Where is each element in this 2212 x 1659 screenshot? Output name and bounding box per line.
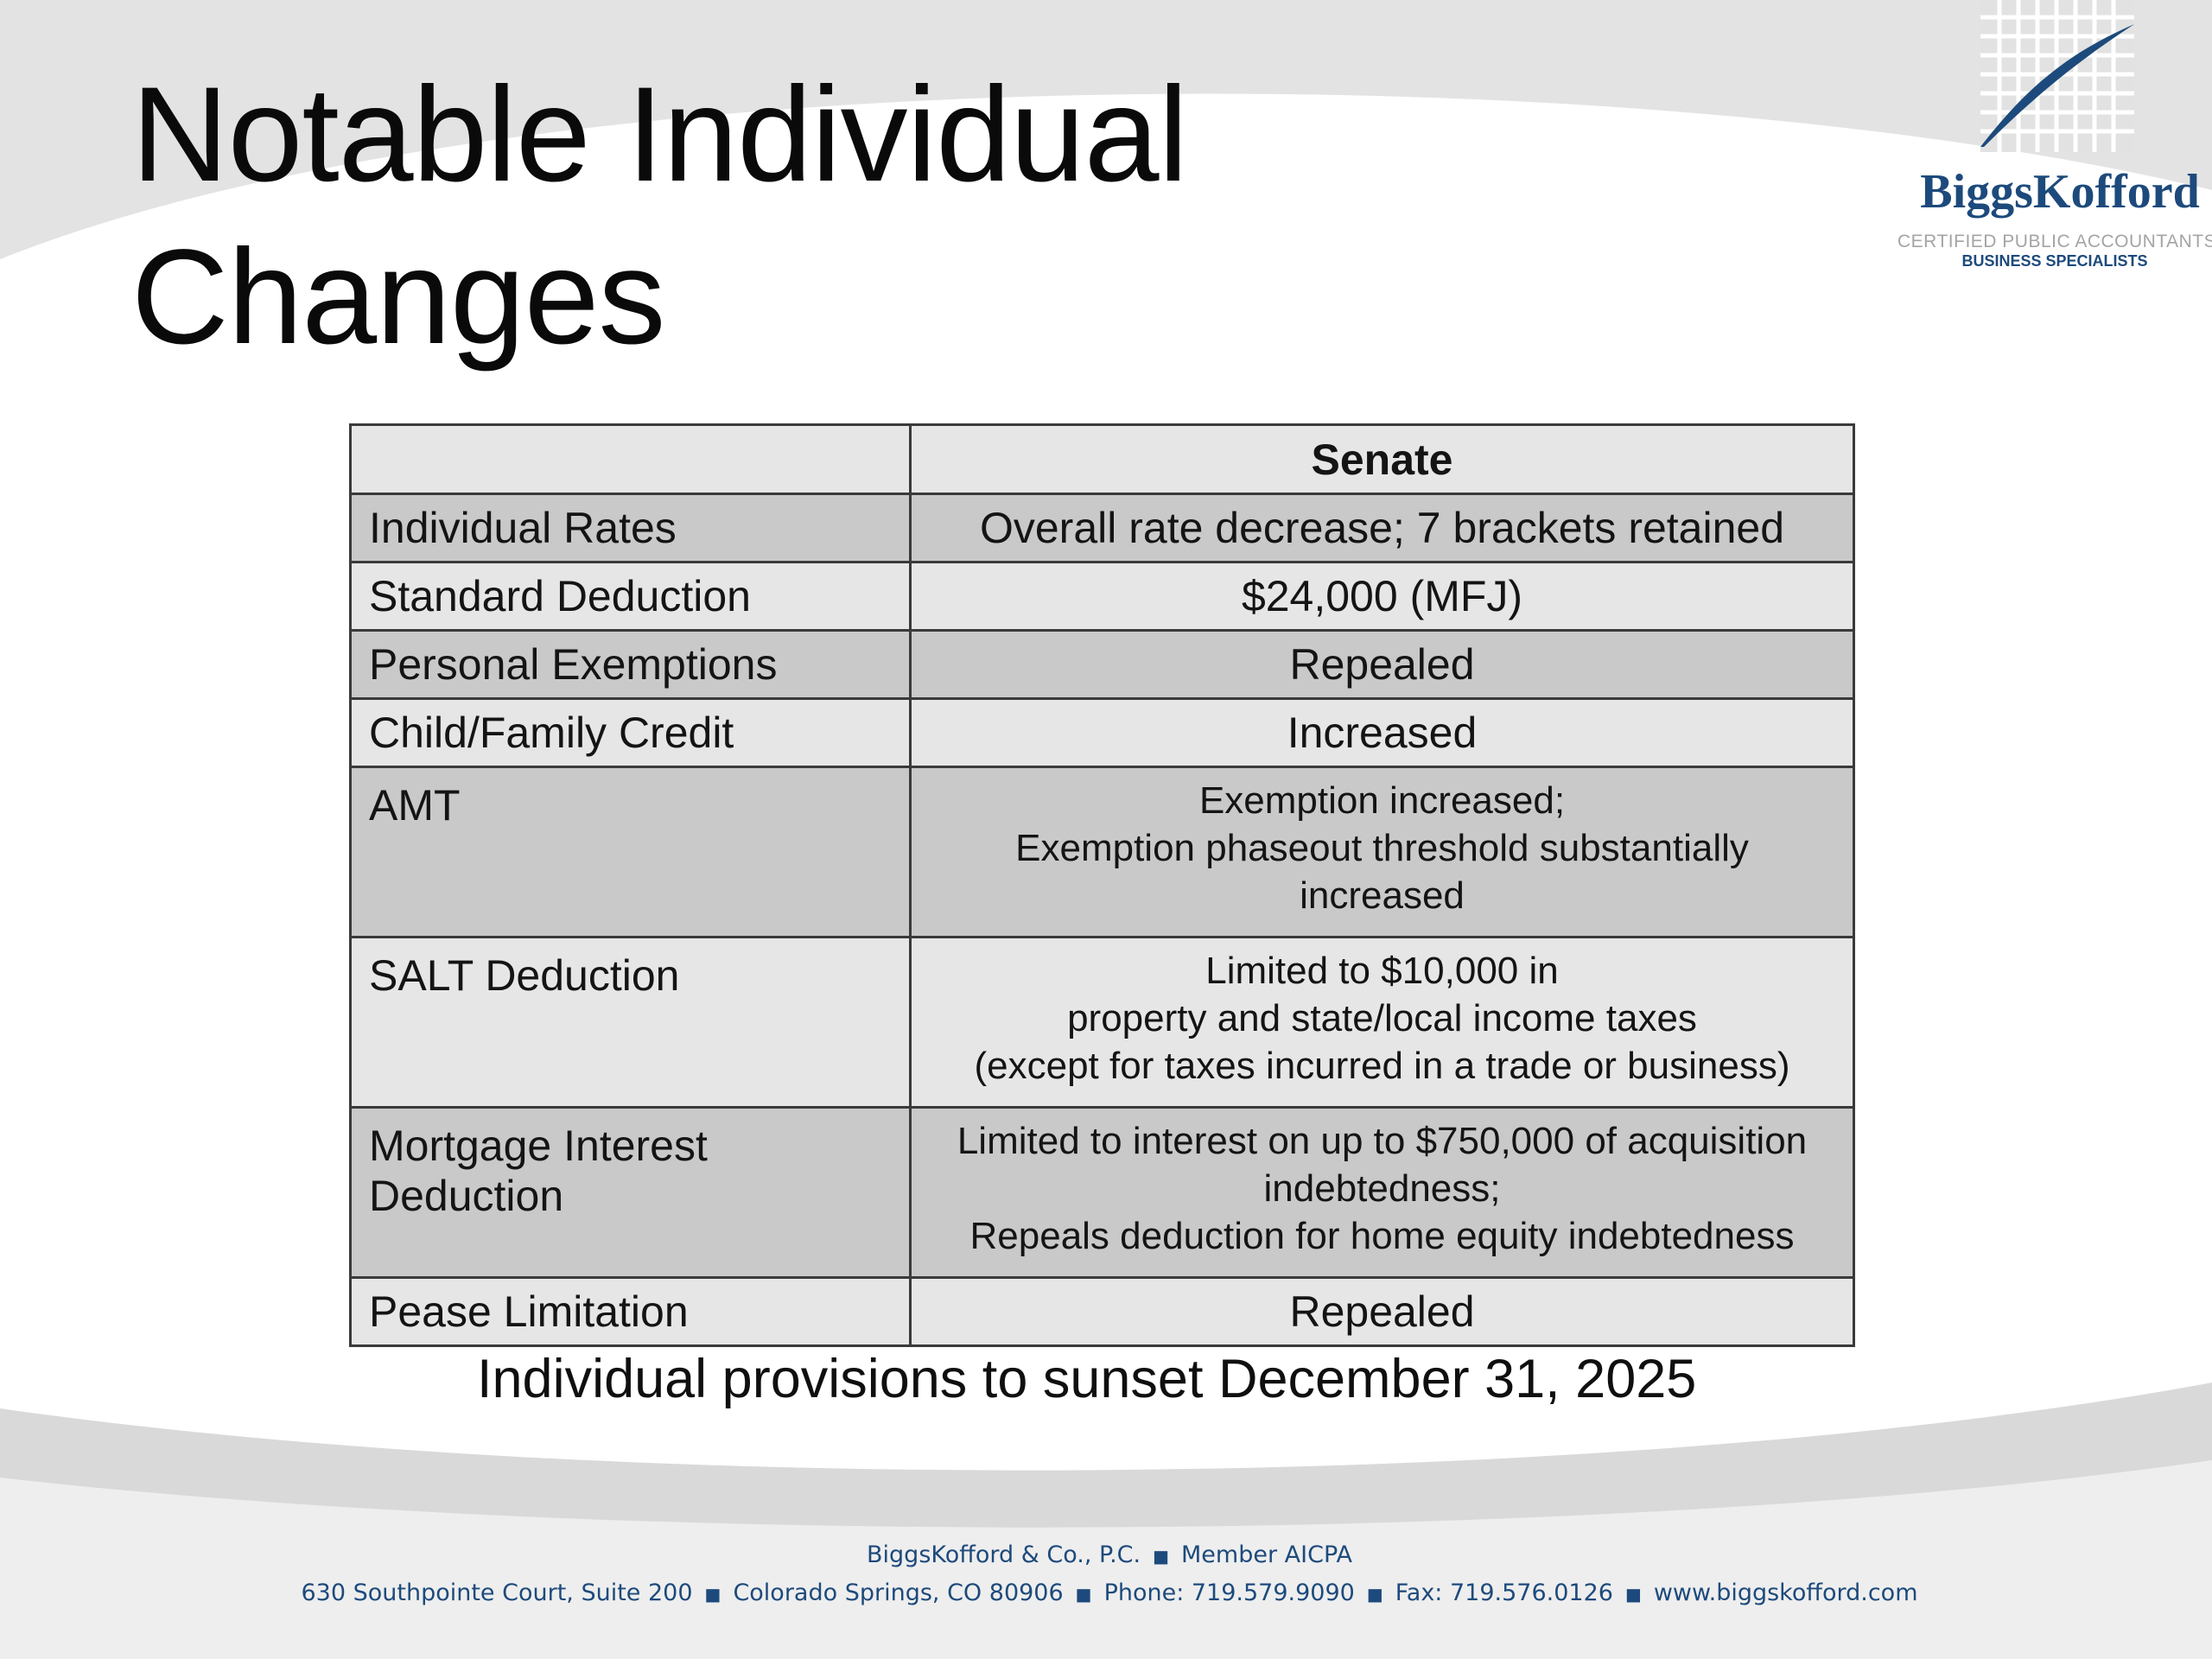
value-line: Repeals deduction for home equity indebt… bbox=[969, 1215, 1795, 1257]
value-line: Limited to interest on up to $750,000 of… bbox=[957, 1120, 1808, 1162]
row-label: SALT Deduction bbox=[349, 936, 912, 1109]
table-row: Standard Deduction $24,000 (MFJ) bbox=[349, 561, 1855, 632]
row-value: Limited to $10,000 in property and state… bbox=[909, 936, 1855, 1109]
footer-address: 630 Southpointe Court, Suite 200 bbox=[301, 1580, 693, 1606]
table-row: Individual Rates Overall rate decrease; … bbox=[349, 493, 1855, 563]
slide-title: Notable Individual Changes bbox=[131, 54, 1188, 378]
value-line: Limited to $10,000 in bbox=[1205, 950, 1559, 992]
row-value: Increased bbox=[909, 697, 1855, 768]
title-line-1: Notable Individual bbox=[131, 60, 1188, 210]
footer-separator: ■ bbox=[1624, 1583, 1642, 1605]
logo-wordmark: BiggsKofford bbox=[1920, 165, 2200, 219]
value-line: (except for taxes incurred in a trade or… bbox=[974, 1045, 1790, 1087]
table-row: Mortgage Interest Deduction Limited to i… bbox=[349, 1106, 1855, 1279]
footer-separator: ■ bbox=[1075, 1583, 1092, 1605]
row-value: Exemption increased; Exemption phaseout … bbox=[909, 766, 1855, 938]
value-line: Exemption increased; bbox=[1198, 779, 1566, 822]
footer-membership: Member AICPA bbox=[1181, 1541, 1352, 1568]
row-value: Limited to interest on up to $750,000 of… bbox=[909, 1106, 1855, 1279]
row-label: Pease Limitation bbox=[349, 1276, 912, 1347]
footer-fax: Fax: 719.576.0126 bbox=[1395, 1580, 1613, 1606]
sunset-note: Individual provisions to sunset December… bbox=[477, 1349, 1697, 1409]
row-label: Child/Family Credit bbox=[349, 697, 912, 768]
footer-separator: ■ bbox=[704, 1583, 721, 1605]
table-header-row: Senate bbox=[349, 423, 1855, 495]
row-value: Repealed bbox=[909, 629, 1855, 700]
row-value: Overall rate decrease; 7 brackets retain… bbox=[909, 493, 1855, 563]
table-row: Personal Exemptions Repealed bbox=[349, 629, 1855, 700]
footer-firm: BiggsKofford & Co., P.C. bbox=[867, 1541, 1141, 1568]
value-line: Exemption phaseout threshold substantial… bbox=[1015, 827, 1749, 869]
row-label: Individual Rates bbox=[349, 493, 912, 563]
footer-separator: ■ bbox=[1366, 1583, 1383, 1605]
row-label: Mortgage Interest Deduction bbox=[349, 1106, 912, 1279]
footer-website-link[interactable]: www.biggskofford.com bbox=[1653, 1580, 1918, 1606]
logo-tagline: CERTIFIED PUBLIC ACCOUNTANTS bbox=[1897, 232, 2212, 251]
logo-subtitle: BUSINESS SPECIALISTS bbox=[1961, 252, 2148, 270]
table-row: AMT Exemption increased; Exemption phase… bbox=[349, 766, 1855, 938]
footer-separator: ■ bbox=[1153, 1545, 1170, 1567]
table-row: SALT Deduction Limited to $10,000 in pro… bbox=[349, 936, 1855, 1109]
title-line-2: Changes bbox=[131, 222, 665, 372]
header-cell-blank bbox=[349, 423, 912, 495]
row-label: AMT bbox=[349, 766, 912, 938]
footer-phone: Phone: 719.579.9090 bbox=[1103, 1580, 1355, 1606]
footer-city: Colorado Springs, CO 80906 bbox=[733, 1580, 1064, 1606]
value-line: indebtedness; bbox=[1263, 1167, 1501, 1210]
company-logo: BiggsKofford CERTIFIED PUBLIC ACCOUNTANT… bbox=[1897, 0, 2212, 285]
row-label: Personal Exemptions bbox=[349, 629, 912, 700]
value-line: increased bbox=[1300, 874, 1465, 917]
value-line: property and state/local income taxes bbox=[1067, 997, 1697, 1039]
footer-firm-line: BiggsKofford & Co., P.C. ■ Member AICPA bbox=[0, 1541, 2212, 1568]
row-value: $24,000 (MFJ) bbox=[909, 561, 1855, 632]
row-value: Repealed bbox=[909, 1276, 1855, 1347]
logo-grid-icon bbox=[1980, 0, 2134, 152]
provisions-table: Senate Individual Rates Overall rate dec… bbox=[349, 423, 1855, 1347]
row-label: Standard Deduction bbox=[349, 561, 912, 632]
table-row: Pease Limitation Repealed bbox=[349, 1276, 1855, 1347]
header-cell-senate: Senate bbox=[909, 423, 1855, 495]
table-row: Child/Family Credit Increased bbox=[349, 697, 1855, 768]
footer-address-line: 630 Southpointe Court, Suite 200 ■ Colorad… bbox=[0, 1580, 2212, 1606]
